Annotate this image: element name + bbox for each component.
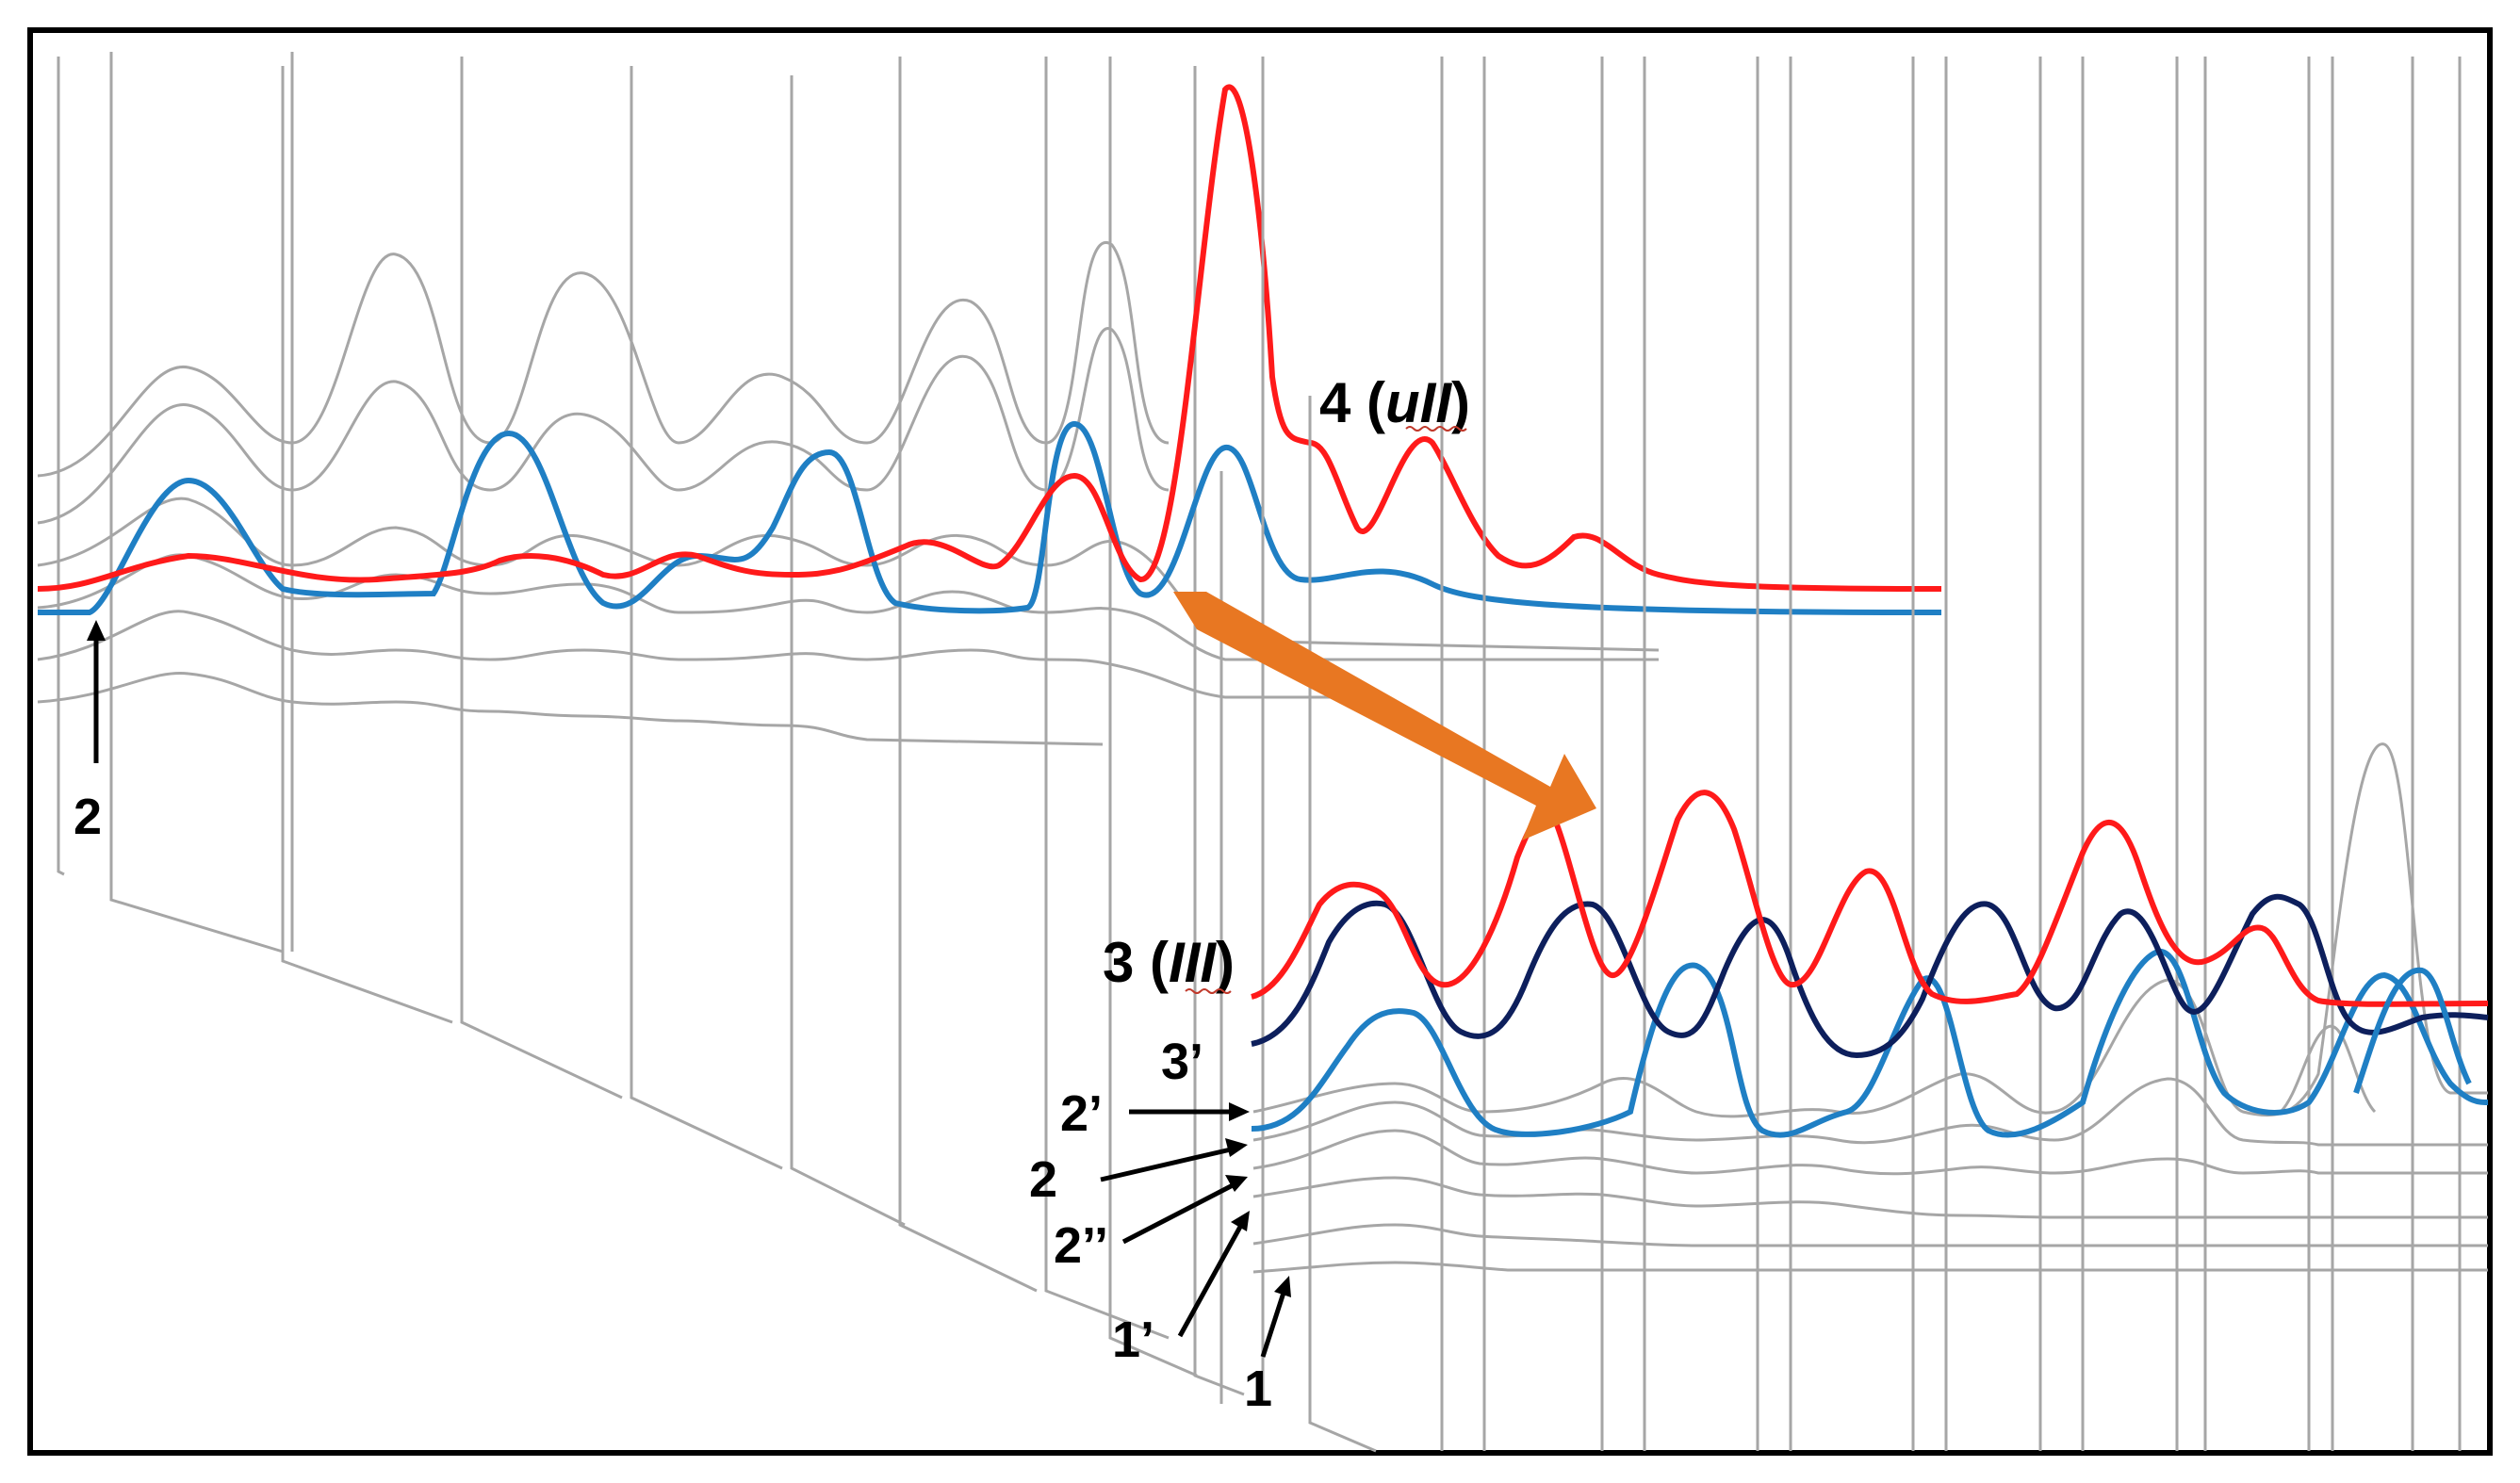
- label-3: 3 (III): [1103, 931, 1235, 994]
- upper-vertical-grid: [57, 52, 1245, 1396]
- lower-navy-trace: [1251, 893, 2489, 1059]
- lower-stack: [1219, 57, 2489, 1453]
- upper-grey-spectra: [37, 240, 1660, 746]
- arrow-2prime: [1129, 1102, 1250, 1121]
- lower-red-trace: [1251, 790, 2489, 1007]
- label-4: 4 (uII): [1319, 371, 1470, 434]
- left-annotation-arrow-2: [87, 620, 106, 763]
- label-3prime: 3’: [1161, 1034, 1203, 1090]
- arrow-2: [1100, 1138, 1248, 1182]
- lower-blue-tail: [2353, 967, 2472, 1094]
- upper-blue-trace: [38, 420, 1942, 615]
- upper-stack: 2: [37, 52, 1942, 1396]
- label-4-spellcheck: [1405, 426, 1467, 432]
- lower-blue-trace: [1251, 949, 2489, 1138]
- figure-border: [27, 27, 2493, 1456]
- label-2prime: 2’: [1060, 1085, 1103, 1142]
- orange-arrow-icon: [1173, 592, 1596, 840]
- label-2: 2: [1029, 1151, 1057, 1208]
- label-2-left: 2: [74, 789, 102, 845]
- label-3-spellcheck: [1185, 988, 1232, 994]
- annotation-arrows: [1100, 1102, 1291, 1358]
- label-1: 1: [1244, 1361, 1272, 1417]
- arrow-2dprime: [1121, 1175, 1248, 1245]
- arrow-1prime: [1177, 1211, 1250, 1338]
- label-1prime: 1’: [1112, 1312, 1154, 1368]
- lower-vertical-grid: [1219, 57, 2462, 1453]
- upper-red-trace: [37, 84, 1942, 592]
- arrow-1: [1260, 1276, 1291, 1358]
- label-2dprime: 2’’: [1054, 1217, 1108, 1274]
